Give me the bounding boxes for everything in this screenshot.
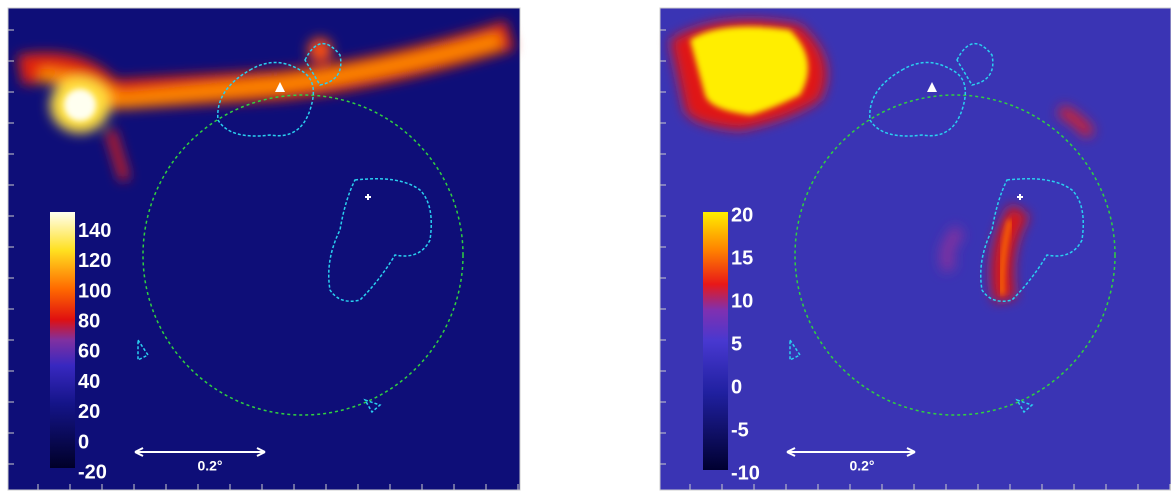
scale-label: 0.2° [849,458,874,474]
colorbar-label: 60 [78,341,100,363]
colorbar-label: 20 [78,401,100,423]
colorbar-label: 5 [731,333,742,355]
left-map: 0.2° [7,7,521,491]
colorbar-label: 10 [731,290,753,312]
colorbar-label: 0 [731,376,742,398]
colorbar-label: 15 [731,247,753,269]
colorbar-label: 100 [78,280,111,302]
colorbar-label: -20 [78,461,107,483]
right-map: 0.2° [659,7,1171,491]
colorbar-label: 0 [78,431,89,453]
colorbar-label: -5 [731,419,749,441]
colorbar-label: 20 [731,204,753,226]
colorbar-label: 120 [78,250,111,272]
scale-label: 0.2° [197,458,222,474]
colorbar-label: 80 [78,310,100,332]
colorbar-label: -10 [731,462,760,484]
colorbar-label: 40 [78,371,100,393]
colorbar-label: 140 [78,220,111,242]
